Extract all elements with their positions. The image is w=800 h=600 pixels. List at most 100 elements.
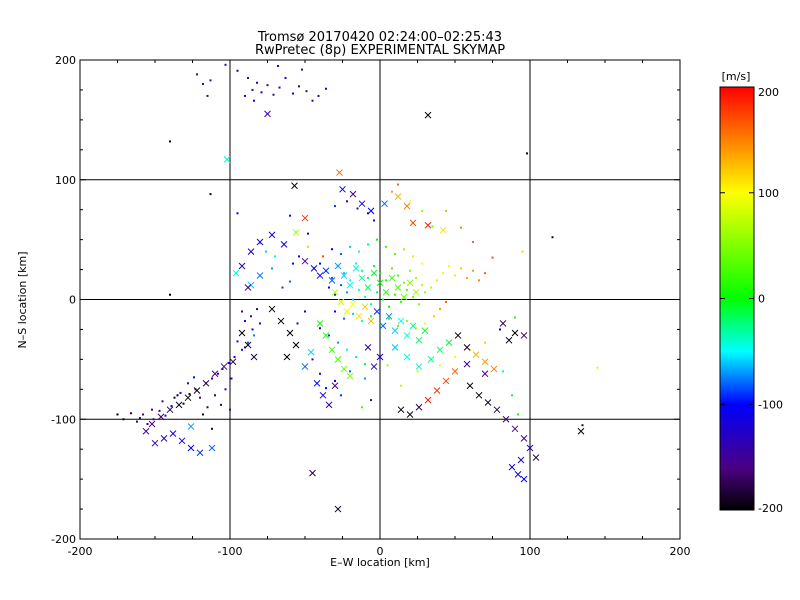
scatter-dot xyxy=(436,279,438,282)
scatter-cross xyxy=(268,231,276,239)
scatter-cross xyxy=(349,190,357,198)
scatter-dot xyxy=(334,205,336,208)
scatter-dot xyxy=(370,303,372,306)
scatter-cross xyxy=(394,284,402,291)
scatter-cross xyxy=(397,406,405,414)
scatter-dot xyxy=(206,406,209,409)
scatter-cross xyxy=(472,351,480,358)
scatter-cross xyxy=(319,391,327,399)
scatter-dot xyxy=(511,394,513,397)
scatter-cross xyxy=(439,226,447,234)
scatter-dot xyxy=(319,372,321,375)
scatter-dot xyxy=(179,391,182,394)
scatter-cross xyxy=(442,377,450,385)
scatter-cross xyxy=(388,274,396,282)
scatter-dot xyxy=(251,88,254,91)
scatter-dot xyxy=(478,279,480,282)
scatter-dot xyxy=(424,322,426,325)
scatter-dot xyxy=(116,413,119,416)
scatter-dot xyxy=(199,396,201,399)
y-tick-label: -100 xyxy=(51,413,76,426)
scatter-dot xyxy=(412,255,414,258)
scatter-dot xyxy=(416,370,419,373)
scatter-dot xyxy=(220,403,222,406)
scatter-dot xyxy=(526,152,528,155)
scatter-dot xyxy=(472,269,474,272)
scatter-cross xyxy=(373,308,381,315)
scatter-dot xyxy=(340,252,342,255)
x-tick-label: -100 xyxy=(218,545,243,558)
scatter-dot xyxy=(499,328,501,331)
scatter-dot xyxy=(328,334,330,337)
scatter-dot xyxy=(187,382,189,385)
scatter-dot xyxy=(256,308,258,311)
scatter-dot xyxy=(277,64,279,67)
scatter-cross xyxy=(514,470,522,478)
y-tick-label: 100 xyxy=(55,174,76,187)
scatter-dot xyxy=(247,341,249,344)
scatter-cross xyxy=(394,193,402,200)
scatter-dot xyxy=(340,394,342,397)
scatter-dot xyxy=(307,245,309,248)
scatter-cross xyxy=(379,322,387,330)
scatter-dot xyxy=(424,291,426,294)
scatter-dot xyxy=(202,82,204,85)
scatter-dot xyxy=(334,310,336,313)
scatter-cross xyxy=(250,353,258,361)
scatter-cross xyxy=(334,505,342,513)
scatter-cross xyxy=(277,317,285,325)
scatter-dot xyxy=(331,276,333,279)
scatter-cross xyxy=(403,332,411,339)
scatter-dot xyxy=(265,250,267,253)
scatter-dot xyxy=(241,348,243,351)
chart-subtitle: RwPretec (8p) EXPERIMENTAL SKYMAP xyxy=(255,43,505,58)
scatter-cross xyxy=(364,284,372,291)
scatter-cross xyxy=(424,396,432,404)
scatter-cross xyxy=(339,185,346,193)
scatter-cross xyxy=(238,329,246,337)
scatter-cross xyxy=(403,202,411,210)
scatter-dot xyxy=(284,76,287,79)
scatter-dot xyxy=(340,284,342,287)
scatter-cross xyxy=(343,308,351,315)
scatter-cross xyxy=(148,420,156,428)
scatter-dot xyxy=(373,264,375,267)
scatter-dot xyxy=(394,252,396,255)
scatter-dot xyxy=(460,226,462,229)
scatter-cross xyxy=(367,207,375,215)
scatter-cross xyxy=(301,363,309,370)
scatter-cross xyxy=(169,430,177,437)
scatter-dot xyxy=(409,269,411,272)
scatter-dot xyxy=(188,393,191,396)
scatter-cross xyxy=(211,370,219,378)
scatter-dot xyxy=(412,296,414,299)
scatter-dot xyxy=(253,99,255,102)
colorbar-tick-label: -100 xyxy=(758,398,783,411)
scatter-dot xyxy=(356,207,359,210)
chart-title: Tromsø 20170420 02:24:00–02:25:43 xyxy=(257,30,502,45)
scatter-dot xyxy=(439,364,441,367)
scatter-dot xyxy=(209,79,212,82)
scatter-cross xyxy=(520,435,528,442)
scatter-dot xyxy=(151,408,153,411)
scatter-dot xyxy=(491,256,494,259)
scatter-cross xyxy=(334,262,342,270)
scatter-cross xyxy=(229,358,237,366)
scatter-dot xyxy=(385,245,387,248)
scatter-dot xyxy=(281,286,284,289)
scatter-cross xyxy=(481,370,489,378)
scatter-dot xyxy=(358,288,360,291)
colorbar-ticks: 200 100 0 -100 -200 xyxy=(720,86,783,515)
scatter-dot xyxy=(361,269,363,272)
scatter-cross xyxy=(358,200,366,208)
scatter-cross xyxy=(424,221,432,229)
scatter-dot xyxy=(236,212,239,215)
scatter-cross xyxy=(316,272,324,279)
x-axis-label: E–W location [km] xyxy=(330,556,430,569)
scatter-cross xyxy=(466,382,474,390)
scatter-dot xyxy=(386,364,389,367)
scatter-cross xyxy=(160,435,168,442)
scatter-cross xyxy=(502,415,510,423)
scatter-cross xyxy=(283,353,291,361)
